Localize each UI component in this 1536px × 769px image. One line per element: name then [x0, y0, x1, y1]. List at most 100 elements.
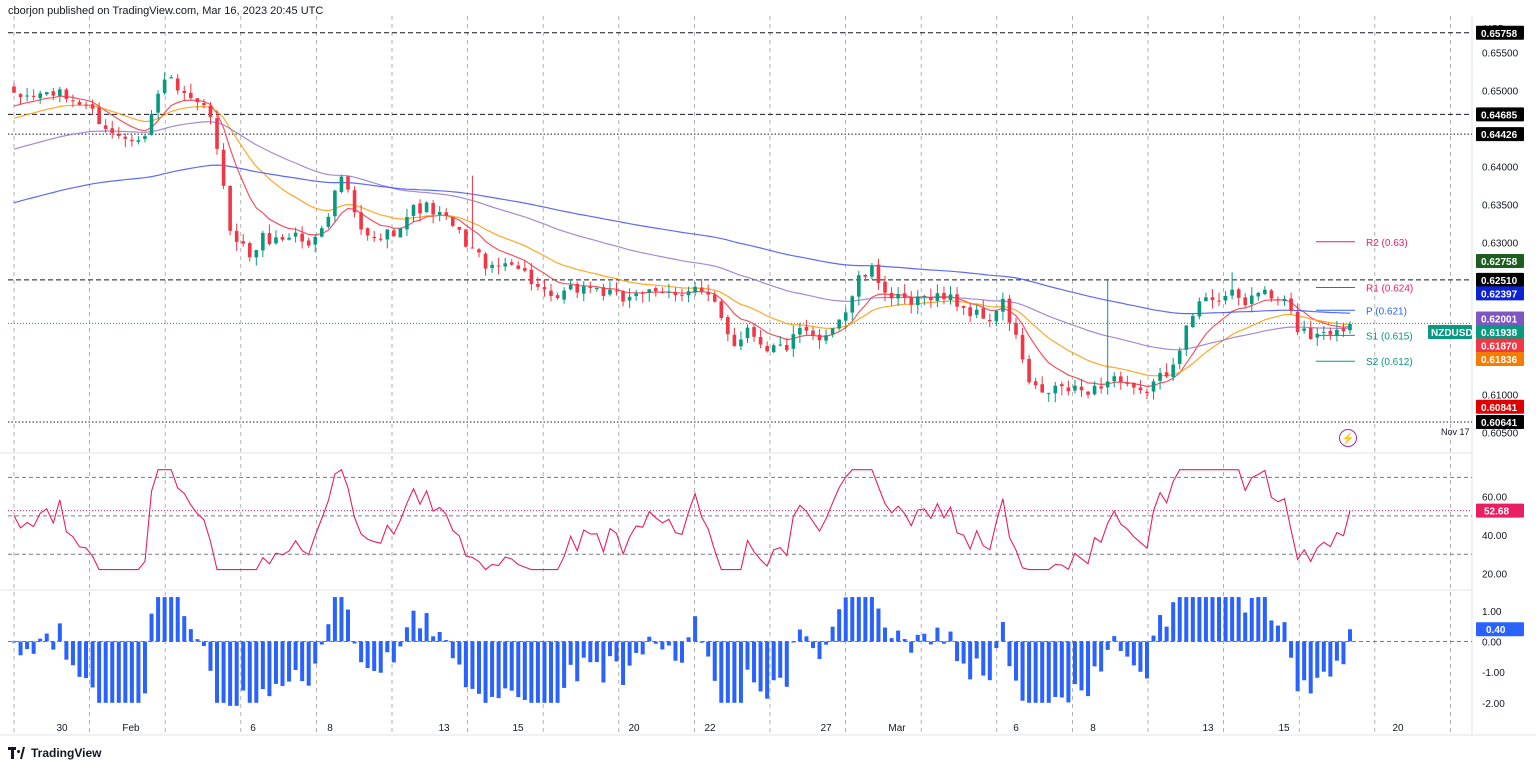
- momentum-bar: [90, 641, 95, 688]
- price-tag: [1476, 25, 1524, 40]
- candle-body: [1322, 331, 1326, 333]
- candle-body: [706, 292, 710, 295]
- price-tag: [1476, 253, 1524, 268]
- time-tick-label: Mar: [888, 723, 906, 734]
- candle: [870, 262, 874, 280]
- candle: [588, 281, 593, 294]
- candle-body: [300, 233, 304, 242]
- candle-body: [202, 103, 206, 105]
- candle-body: [1118, 376, 1123, 382]
- momentum-bar: [902, 639, 907, 642]
- momentum-bar: [1118, 641, 1123, 651]
- momentum-bar: [1125, 641, 1130, 657]
- momentum-bar: [568, 641, 573, 665]
- candle: [280, 234, 285, 242]
- candle: [974, 304, 979, 319]
- candle-body: [896, 293, 900, 299]
- candle: [889, 287, 894, 306]
- candle: [1282, 295, 1287, 306]
- candle: [1092, 381, 1097, 396]
- candle: [739, 331, 743, 351]
- price-tag: [1476, 286, 1524, 301]
- candle: [1060, 381, 1064, 396]
- symbol-tag: [1428, 325, 1472, 340]
- momentum-bar: [1014, 641, 1018, 681]
- candle: [929, 288, 933, 308]
- candle-body: [523, 268, 527, 271]
- candle: [654, 286, 658, 297]
- candle-body: [477, 249, 481, 253]
- candle: [1315, 327, 1320, 347]
- candle: [699, 278, 704, 295]
- candle: [915, 289, 920, 315]
- candle-body: [1302, 328, 1306, 331]
- candle: [424, 201, 429, 213]
- momentum-bar: [725, 641, 730, 703]
- momentum-bar: [1262, 597, 1267, 642]
- candle: [457, 226, 462, 234]
- candle-body: [1099, 386, 1103, 389]
- candle: [955, 287, 959, 312]
- time-tick-label: 13: [438, 723, 450, 734]
- candle-body: [1053, 385, 1058, 394]
- candle: [601, 283, 606, 301]
- candle-body: [1328, 330, 1333, 335]
- candle: [320, 225, 324, 238]
- candle-body: [922, 295, 927, 297]
- momentum-bar: [1079, 641, 1084, 691]
- candle-body: [385, 229, 390, 240]
- momentum-bar: [948, 631, 953, 642]
- flash-icon[interactable]: ⚡: [1339, 429, 1357, 447]
- candle-body: [634, 293, 638, 297]
- candle: [555, 292, 560, 300]
- candle-body: [189, 92, 193, 99]
- time-tick-label: 6: [1013, 723, 1019, 734]
- momentum-bar: [738, 641, 743, 703]
- candle: [175, 73, 180, 95]
- time-tick-label: 8: [1090, 723, 1096, 734]
- candle: [647, 288, 652, 302]
- candle: [130, 134, 134, 147]
- candle: [333, 189, 337, 223]
- time-tick-label: 15: [512, 723, 524, 734]
- candle: [732, 327, 737, 347]
- momentum-bar: [1190, 597, 1195, 642]
- momentum-bar: [156, 597, 161, 642]
- candle: [162, 72, 167, 95]
- candle: [817, 329, 822, 349]
- candle: [1308, 320, 1313, 340]
- momentum-bar: [562, 641, 567, 688]
- tradingview-logo-icon: [8, 747, 26, 759]
- candle-body: [784, 344, 789, 351]
- candle: [1171, 358, 1175, 381]
- candle: [418, 199, 422, 222]
- candle-body: [1223, 295, 1228, 301]
- candle-body: [306, 240, 311, 246]
- candle-body: [726, 317, 730, 335]
- tradingview-logo[interactable]: TradingView: [8, 746, 101, 760]
- momentum-bar: [1027, 641, 1032, 703]
- candle: [215, 110, 219, 155]
- momentum-bar: [1158, 615, 1163, 642]
- price-tag-label: 0.60841: [1481, 403, 1518, 414]
- momentum-bar: [129, 641, 134, 703]
- candle-body: [974, 309, 979, 315]
- momentum-bar: [758, 641, 763, 692]
- momentum-bar: [928, 641, 933, 645]
- candle-body: [293, 232, 298, 237]
- candle: [202, 99, 206, 109]
- candle-body: [1197, 301, 1202, 317]
- pivot-label: R1 (0.624): [1366, 283, 1413, 294]
- momentum-bar: [31, 641, 36, 654]
- candle-body: [1308, 328, 1313, 340]
- price-tag-label: 0.62758: [1481, 257, 1518, 268]
- candle-body: [90, 104, 95, 109]
- candle-body: [359, 212, 363, 230]
- candle: [509, 258, 514, 266]
- momentum-bar: [300, 641, 305, 682]
- candle: [378, 233, 383, 242]
- candle: [1066, 380, 1071, 396]
- momentum-tick-label: 1.00: [1482, 607, 1502, 618]
- candle: [798, 322, 802, 344]
